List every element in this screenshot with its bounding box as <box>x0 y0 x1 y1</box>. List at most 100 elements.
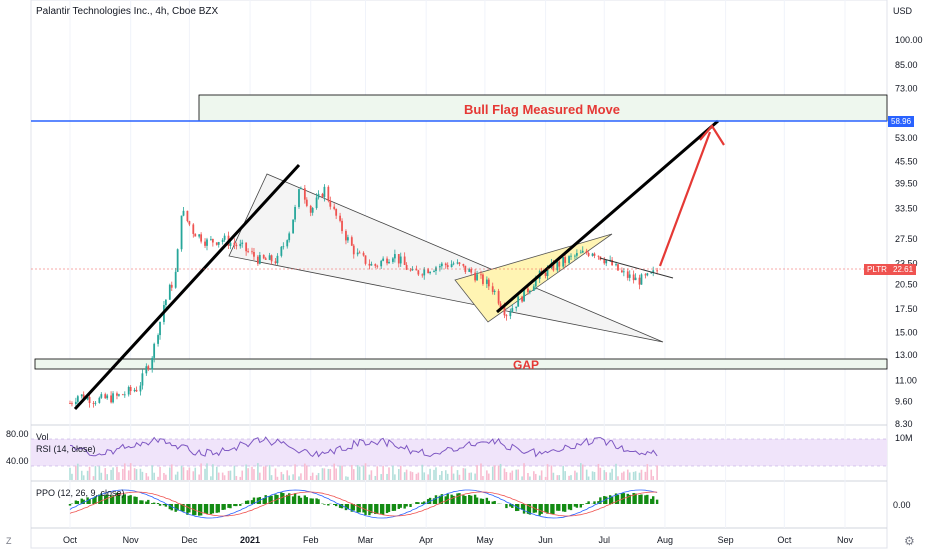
volume-bar <box>262 466 265 480</box>
price-tick-label: 13.00 <box>895 350 918 360</box>
ppo-bar <box>356 504 359 513</box>
candle-body <box>345 231 347 241</box>
volume-bar <box>593 471 596 480</box>
ppo-bar <box>464 495 467 504</box>
volume-bar <box>621 472 623 480</box>
candle-body <box>421 274 424 276</box>
ppo-bar <box>426 499 430 504</box>
volume-bar <box>564 471 566 480</box>
ppo-bar <box>135 496 138 504</box>
ppo-bar <box>597 501 600 504</box>
ppo-bar <box>145 501 148 504</box>
candle-body <box>640 274 643 285</box>
volume-bar <box>241 470 244 480</box>
volume-bar <box>632 471 635 480</box>
ppo-bar <box>446 493 449 504</box>
gear-icon[interactable]: ⚙ <box>904 534 915 548</box>
candle-body <box>112 393 114 403</box>
volume-bar <box>611 468 613 480</box>
ppo-bar <box>186 504 189 515</box>
volume-bar <box>570 475 572 480</box>
volume-bar <box>482 476 484 480</box>
candle-body <box>282 246 285 248</box>
time-axis[interactable]: Oct Nov Dec 2021 Feb Mar Apr May Jun Jul Aug Sep Oct… <box>63 535 854 545</box>
volume-bar <box>517 469 519 480</box>
ppo-bar <box>593 501 596 504</box>
volume-bar <box>597 463 600 480</box>
volume-bar <box>609 472 611 480</box>
ppo-bar <box>434 495 438 504</box>
ppo-bar <box>444 496 447 504</box>
ppo-bar <box>569 504 573 511</box>
candle-body <box>638 277 641 285</box>
ppo-bar <box>250 500 254 504</box>
volume-bar <box>458 474 461 480</box>
breakout-trendline <box>496 119 719 314</box>
z-icon[interactable]: Z <box>6 536 12 546</box>
volume-bar <box>253 469 255 480</box>
volume-bar <box>174 474 177 480</box>
price-tick-label: 20.50 <box>895 280 918 290</box>
candle-body <box>403 256 406 265</box>
volume-bar <box>579 463 582 480</box>
price-axis[interactable]: 100.00 85.00 73.00 53.00 45.50 39.50 33.50 27.5… <box>895 35 923 429</box>
candle-body <box>145 366 148 374</box>
volume-bar <box>282 474 285 480</box>
ppo-bar <box>652 496 655 504</box>
candle-body <box>529 290 531 293</box>
ppo-bar <box>229 504 232 509</box>
ppo-bar <box>117 492 121 504</box>
ppo-label[interactable]: PPO (12, 26, 9, close) <box>36 488 125 498</box>
candle-body <box>317 193 320 198</box>
volume-bar <box>118 472 120 480</box>
ppo-bar <box>215 504 218 513</box>
candle-body <box>327 186 330 201</box>
ppo-bar <box>244 500 248 504</box>
volume-bar <box>157 476 159 480</box>
ppo-bar <box>262 497 265 504</box>
level-price-badge: 58.96 <box>888 116 915 127</box>
ppo-bar <box>640 494 643 504</box>
volume-bar <box>71 473 73 480</box>
rsi-label[interactable]: RSI (14, close) <box>36 444 96 454</box>
candle-body <box>515 306 518 309</box>
ppo-bar <box>376 504 379 514</box>
volume-bar <box>638 472 641 480</box>
ppo-bar <box>311 498 314 504</box>
volume-bar <box>374 475 377 480</box>
volume-bar <box>112 467 114 480</box>
candle-body <box>511 308 514 312</box>
price-tick-label: 85.00 <box>895 60 918 70</box>
candle-body <box>194 233 197 237</box>
candle-body <box>493 290 496 292</box>
volume-bar <box>392 465 394 480</box>
volume-bar <box>182 467 185 480</box>
volume-bar <box>433 469 435 480</box>
volume-bar <box>468 472 471 480</box>
ppo-bar <box>105 494 109 504</box>
vol-label[interactable]: Vol <box>36 432 49 442</box>
volume-bar <box>188 467 191 480</box>
ppo-bar <box>94 496 97 504</box>
volume-bar <box>394 474 396 480</box>
candle-body <box>656 270 659 272</box>
volume-bar <box>77 463 79 480</box>
ppo-bar <box>139 500 142 504</box>
volume-bar <box>370 470 373 480</box>
candle-body <box>200 234 203 242</box>
volume-bar <box>229 470 232 480</box>
candle-body <box>480 274 482 276</box>
ppo-bar <box>270 495 273 504</box>
volume-bar <box>309 476 312 480</box>
volume-bar <box>82 475 85 480</box>
volume-bar <box>276 476 279 480</box>
volume-bar <box>100 472 103 480</box>
time-tick-label: Dec <box>181 535 198 545</box>
volume-bar <box>452 473 455 480</box>
ppo-bar <box>223 504 226 510</box>
time-tick-label: Sep <box>718 535 734 545</box>
price-tick-label: 9.60 <box>895 397 913 407</box>
volume-bar <box>480 463 482 480</box>
candle-body <box>499 303 502 308</box>
